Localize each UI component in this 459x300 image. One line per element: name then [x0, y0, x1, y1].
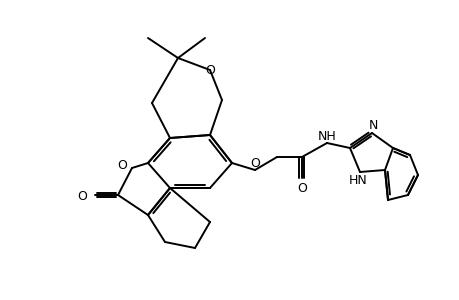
Text: O: O [117, 158, 127, 172]
Text: NH: NH [317, 130, 336, 142]
Text: O: O [250, 157, 259, 169]
Text: O: O [205, 64, 214, 76]
Text: O: O [297, 182, 306, 194]
Text: O: O [77, 190, 87, 203]
Text: HN: HN [348, 173, 367, 187]
Text: N: N [368, 118, 377, 131]
